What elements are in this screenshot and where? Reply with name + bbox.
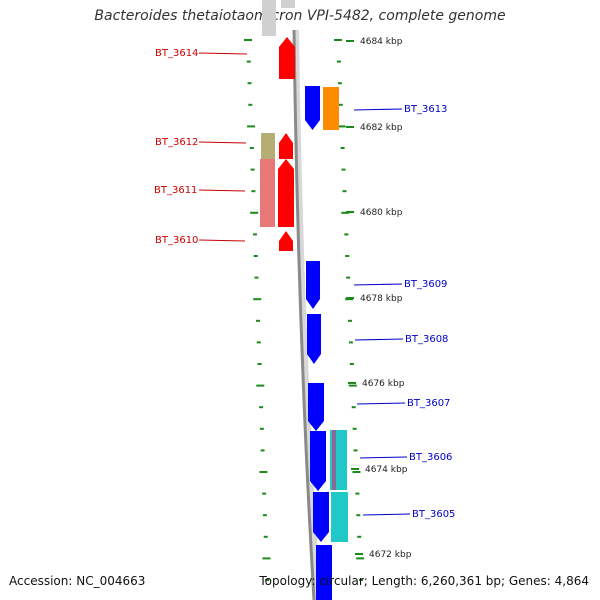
label-leaders <box>198 52 411 516</box>
scale-label: 4676 kbp <box>362 379 405 389</box>
genome-title: Bacteroides thetaiotaomicron VPI-5482, c… <box>94 8 506 24</box>
accession-text: Accession: NC_004663 <box>9 574 146 588</box>
genome-backbone <box>292 29 316 600</box>
gene-label-left: BT_3610 <box>155 235 198 246</box>
gene-bt3611-shade <box>260 159 275 227</box>
gene-label-right: BT_3609 <box>404 279 447 290</box>
gene-features <box>260 0 348 600</box>
left-ruler <box>244 39 271 581</box>
gene-bt3609 <box>306 261 320 309</box>
gene-label-right: BT_3607 <box>407 398 450 409</box>
gene-bt3613-shade <box>323 87 339 130</box>
scale-label: 4682 kbp <box>360 123 403 133</box>
leader-line <box>353 108 403 111</box>
gene-bt3614 <box>279 37 295 79</box>
gene-label-left: BT_3614 <box>155 48 198 59</box>
leader-line <box>359 456 408 459</box>
gene-label-right: BT_3608 <box>405 334 448 345</box>
leader-line <box>353 283 403 286</box>
gene-bt3613 <box>305 86 320 130</box>
scale-label: 4684 kbp <box>360 37 403 47</box>
gene-feature <box>316 545 332 600</box>
gene-bt3608 <box>307 314 321 364</box>
gene-label-left: BT_3612 <box>155 137 198 148</box>
scale-label: 4678 kbp <box>360 294 403 304</box>
gene-label-right: BT_3606 <box>409 452 452 463</box>
gene-feature <box>262 0 276 36</box>
right-ruler <box>334 39 365 581</box>
gene-labels: 4684 kbp 4682 kbp 4680 kbp 4678 kbp 4676 kbp… <box>154 37 455 560</box>
gene-bt3605-shade <box>331 492 348 542</box>
gene-bt3605 <box>313 492 329 542</box>
gene-bt3612-shade <box>261 133 275 159</box>
leader-line <box>198 52 248 55</box>
scale-label: 4680 kbp <box>360 208 403 218</box>
leader-line <box>356 402 406 405</box>
leader-line <box>354 338 404 341</box>
gene-bt3610 <box>279 231 293 251</box>
scale-label: 4674 kbp <box>365 465 408 475</box>
scale-label: 4672 kbp <box>369 550 412 560</box>
gene-label-left: BT_3611 <box>154 185 197 196</box>
leader-line <box>198 141 247 144</box>
gene-bt3606 <box>310 431 326 491</box>
gene-bt3612 <box>279 133 293 159</box>
leader-line <box>362 513 411 516</box>
gene-bt3607 <box>308 383 324 431</box>
gene-label-right: BT_3613 <box>404 104 447 115</box>
gene-feature <box>281 0 295 8</box>
gene-bt3611 <box>278 159 294 227</box>
leader-line <box>198 239 246 242</box>
gene-bt3606-overlap <box>332 430 336 490</box>
gene-label-right: BT_3605 <box>412 509 455 520</box>
topology-text: Topology: circular; Length: 6,260,361 bp… <box>259 574 589 588</box>
leader-line <box>198 189 246 192</box>
